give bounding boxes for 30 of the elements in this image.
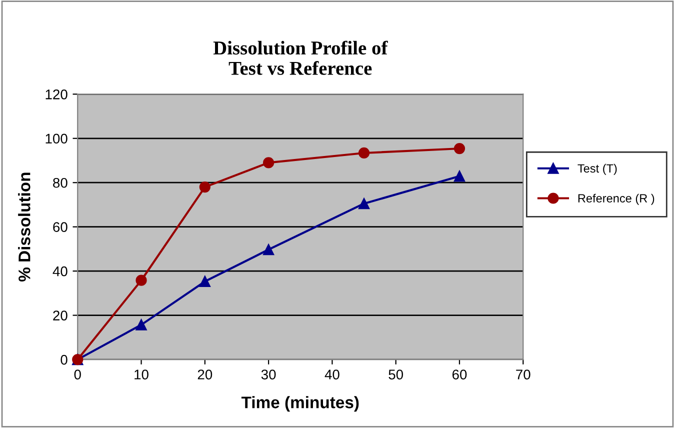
point: [199, 181, 210, 193]
legend-label: Reference (R ): [578, 194, 654, 205]
x-axis-title: Time (minutes): [241, 396, 359, 412]
y-tick-label: 20: [53, 310, 68, 320]
point: [358, 198, 370, 210]
x-tick-label: 30: [261, 370, 276, 380]
x-tick-label: 10: [134, 370, 148, 380]
y-tick-label: 80: [53, 178, 68, 188]
point: [454, 170, 466, 182]
point: [136, 274, 147, 286]
x-tick-label: 70: [516, 370, 530, 380]
y-tick-label: 40: [52, 266, 68, 276]
chart-title: Dissolution Profile of Test vs Reference: [213, 40, 388, 75]
point: [199, 276, 210, 288]
point: [263, 157, 274, 168]
x-tick-label: 50: [388, 370, 404, 380]
legend-label: Test (T): [578, 164, 617, 175]
point: [454, 143, 466, 154]
x-tick-label: 40: [324, 370, 340, 380]
y-tick-label: 100: [46, 134, 68, 144]
point: [136, 319, 147, 330]
x-tick-label: 20: [198, 370, 212, 380]
y-tick-label: 60: [53, 222, 68, 232]
y-axis-title: % Dissolution: [18, 172, 30, 282]
point: [263, 244, 274, 256]
x-tick-label: 0: [74, 370, 81, 380]
y-tick-label: 120: [46, 89, 68, 100]
x-tick-label: 60: [452, 370, 467, 380]
y-tick-label: 0: [60, 354, 68, 365]
point: [358, 147, 370, 159]
